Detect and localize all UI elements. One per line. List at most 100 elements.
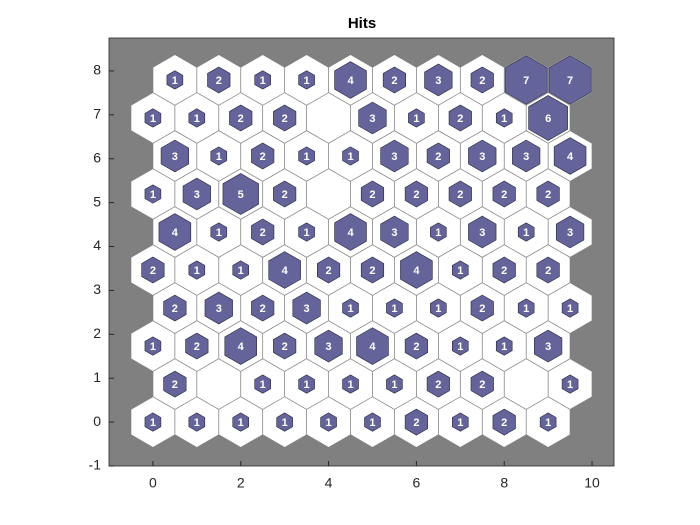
hit-label: 1 (194, 417, 200, 429)
hit-label: 1 (413, 113, 419, 125)
hit-label: 1 (435, 303, 441, 315)
hit-hexagon (492, 180, 516, 208)
y-tick-label: 1 (93, 369, 101, 385)
neuron-cell (306, 169, 351, 219)
hit-label: 1 (260, 379, 266, 391)
hit-label: 2 (172, 379, 178, 391)
hit-hexagon (273, 180, 297, 208)
x-tick-label: 0 (149, 475, 157, 491)
hit-hexagon (536, 256, 560, 284)
x-tick-label: 8 (500, 475, 508, 491)
hit-hexagon (448, 180, 472, 208)
x-tick-label: 10 (584, 475, 600, 491)
hit-hexagon (251, 218, 275, 246)
hit-label: 4 (282, 265, 289, 277)
hit-hexagon (316, 256, 341, 284)
hit-label: 7 (567, 75, 573, 87)
hit-hexagon (561, 298, 579, 318)
hit-label: 2 (260, 227, 266, 239)
hit-label: 4 (238, 341, 245, 353)
hit-label: 7 (523, 75, 529, 87)
hit-hexagon (364, 412, 381, 432)
hit-label: 4 (567, 151, 574, 163)
hit-hexagon (386, 298, 403, 318)
hit-hexagon (276, 412, 293, 432)
hit-label: 2 (479, 75, 485, 87)
hit-hexagon (452, 336, 469, 356)
y-tick-label: 7 (93, 106, 101, 122)
hit-label: 2 (545, 265, 551, 277)
hit-hexagon (426, 142, 450, 170)
hit-hexagon (534, 329, 563, 363)
hit-label: 1 (567, 303, 573, 315)
hit-label: 1 (304, 379, 310, 391)
hit-hexagon (470, 370, 494, 398)
y-tick-label: 8 (93, 62, 101, 78)
hit-hexagon (204, 291, 233, 325)
hit-hexagon (342, 298, 359, 318)
hit-hexagon (517, 298, 535, 318)
hit-hexagon (517, 222, 535, 242)
hit-label: 2 (391, 75, 397, 87)
hit-hexagon (380, 215, 409, 249)
hit-label: 2 (238, 113, 244, 125)
hit-hexagon (386, 374, 403, 394)
hit-label: 2 (326, 265, 332, 277)
hit-hexagon (470, 294, 494, 322)
hit-hexagon (298, 146, 315, 166)
hit-label: 2 (194, 341, 200, 353)
hit-label: 1 (238, 417, 244, 429)
hit-hexagon (528, 95, 568, 141)
hit-hexagon (166, 70, 184, 90)
hit-hexagon (210, 222, 228, 242)
hit-hexagon (232, 260, 250, 280)
hit-label: 1 (150, 189, 156, 201)
hit-label: 1 (501, 341, 507, 353)
hit-hexagon (334, 213, 367, 251)
hit-hexagon (320, 412, 337, 432)
hit-hexagon (404, 332, 428, 360)
hit-label: 3 (479, 227, 485, 239)
hit-label: 2 (172, 303, 178, 315)
hit-hexagon (298, 70, 315, 90)
hit-label: 6 (545, 113, 551, 125)
x-tick-label: 6 (412, 475, 420, 491)
hit-hexagon (222, 173, 259, 215)
hit-hexagon (430, 298, 447, 318)
hit-hexagon (426, 370, 450, 398)
hit-label: 2 (369, 265, 375, 277)
hit-label: 3 (369, 113, 375, 125)
hit-label: 1 (567, 379, 573, 391)
chart-title: Hits (348, 15, 376, 32)
hit-label: 1 (194, 113, 200, 125)
hit-hexagon (539, 412, 557, 432)
hit-hexagon (141, 256, 165, 284)
hit-label: 1 (216, 151, 222, 163)
hit-hexagon (254, 70, 271, 90)
hit-hexagon (536, 180, 560, 208)
hit-label: 2 (479, 303, 485, 315)
hit-hexagon (548, 55, 592, 105)
hit-hexagon (424, 63, 453, 97)
hit-hexagon (512, 139, 541, 173)
hit-hexagon (380, 139, 409, 173)
hit-label: 2 (369, 189, 375, 201)
hit-hexagon (561, 374, 579, 394)
hit-label: 1 (282, 417, 288, 429)
hit-label: 1 (304, 75, 310, 87)
hit-hexagon (268, 251, 301, 289)
hit-hexagon (188, 412, 206, 432)
hit-label: 2 (260, 151, 266, 163)
hit-hexagon (495, 336, 513, 356)
hit-label: 1 (260, 75, 266, 87)
hit-hexagon (251, 294, 275, 322)
hit-label: 1 (391, 303, 397, 315)
hit-hexagon (430, 222, 447, 242)
hit-label: 2 (435, 151, 441, 163)
hit-hexagon (492, 256, 516, 284)
hit-label: 2 (413, 417, 419, 429)
hit-hexagon (144, 336, 162, 356)
hit-hexagon (468, 215, 497, 249)
hit-label: 1 (523, 227, 529, 239)
